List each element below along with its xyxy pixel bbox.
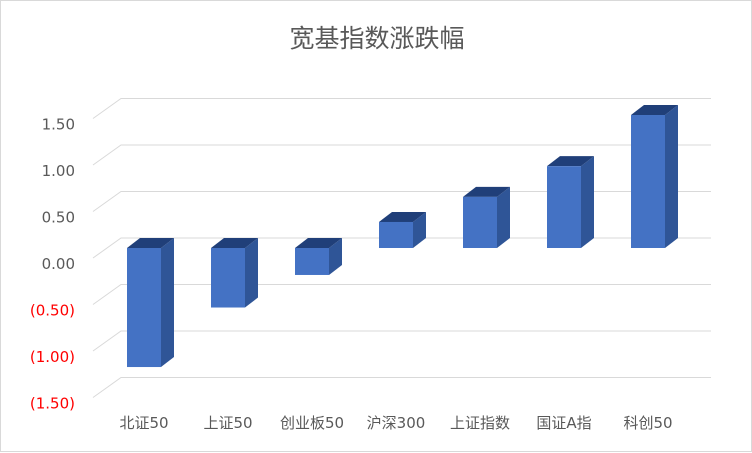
y-tick-label: 1.50 [42, 116, 75, 134]
x-category-label: 上证50 [203, 414, 252, 432]
bar [295, 238, 342, 275]
x-category-label: 科创50 [623, 414, 672, 432]
bar-side [245, 238, 258, 308]
chart-title: 宽基指数涨跌幅 [289, 24, 465, 53]
gridline [92, 191, 711, 212]
y-tick-label: (1.50) [30, 395, 75, 413]
gridline [92, 144, 711, 166]
bar-top [631, 105, 678, 116]
bar [631, 105, 678, 248]
bar-top [127, 238, 174, 248]
y-tick-label: (1.00) [30, 348, 75, 366]
gridline [92, 284, 711, 305]
bar-front [127, 248, 161, 368]
bar [127, 238, 174, 368]
bar-front [295, 248, 329, 275]
bar-top [463, 186, 510, 197]
x-category-label: 北证50 [119, 414, 168, 432]
x-category-label: 创业板50 [280, 414, 344, 432]
bar [463, 186, 510, 248]
bar [547, 156, 594, 248]
bar-front [463, 196, 497, 248]
gridline [92, 330, 711, 352]
bar-front [379, 221, 413, 248]
gridlines [92, 98, 711, 398]
y-tick-label: 0.00 [42, 255, 75, 273]
bar-top [379, 211, 426, 222]
x-category-label: 沪深300 [367, 414, 426, 432]
bar-side [329, 238, 342, 275]
y-tick-label: 1.00 [42, 162, 75, 180]
bar-front [211, 248, 245, 308]
bar-front [631, 115, 665, 248]
x-category-label: 上证指数 [450, 414, 510, 432]
bar-side [665, 105, 678, 248]
bar [211, 238, 258, 308]
y-axis-tick-labels: 1.50 1.00 0.50 0.00 (0.50) (1.00) (1.50) [30, 116, 75, 413]
gridline [92, 98, 711, 119]
gridline [92, 377, 711, 398]
bar-side [497, 186, 510, 248]
x-axis-category-labels: 北证50 上证50 创业板50 沪深300 上证指数 国证A指 科创50 [119, 414, 672, 432]
bar-side [161, 238, 174, 368]
y-tick-label: (0.50) [30, 302, 75, 320]
bar [379, 211, 426, 248]
gridline [92, 237, 711, 259]
bar-side [581, 156, 594, 248]
y-tick-label: 0.50 [42, 209, 75, 227]
bar-top [211, 238, 258, 248]
x-category-label: 国证A指 [536, 414, 591, 432]
bar-top [295, 238, 342, 248]
bar-side [413, 211, 426, 248]
bars [127, 105, 678, 368]
bar-front [547, 166, 581, 248]
bar-top [547, 156, 594, 167]
